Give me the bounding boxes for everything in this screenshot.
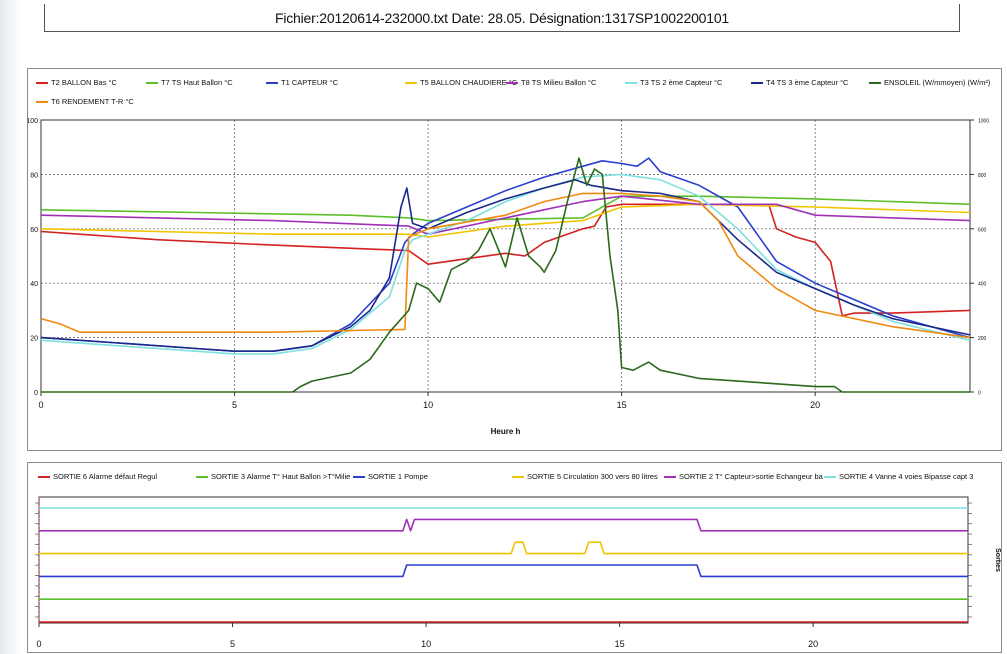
outputs-chart: 05101520SortiesSorties: [35, 496, 1001, 649]
series-line-t8-ts-milieu-ballon-c: [40, 195, 971, 235]
legend-label: ENSOLEIL (W/mmoyen) (W/m²): [884, 78, 991, 87]
legend-label: T7 TS Haut Ballon °C: [161, 78, 233, 87]
x-tick-label: 10: [423, 400, 433, 410]
legend-item-t2-ballon-bas-c: T2 BALLON Bas °C: [36, 78, 117, 87]
series-line-t5-ballon-chaudiere-c: [40, 203, 971, 238]
temperature-chart-panel: T2 BALLON Bas °C T7 TS Haut Ballon °C T1 C…: [27, 68, 1002, 451]
y-tick-label: 80: [30, 172, 38, 179]
legend-item-ensoleil-w-mmoyen-w-m: ENSOLEIL (W/mmoyen) (W/m²): [869, 78, 990, 87]
x-tick-label: 15: [617, 400, 627, 410]
legend-swatch: [625, 81, 637, 84]
legend-swatch: [36, 100, 48, 103]
x-tick-label: 10: [421, 639, 431, 649]
legend-swatch: [266, 81, 278, 84]
legend-label: SORTIE 3 Alarme T° Haut Ballon >T°Milie: [211, 472, 351, 481]
legend-swatch: [196, 475, 208, 478]
temperature-chart: 0 5 10 15 2002040608010002004006008001000Heu…: [28, 118, 989, 436]
legend-swatch: [506, 81, 518, 84]
legend-swatch: [405, 81, 417, 84]
legend-label: T5 BALLON CHAUDIERE °C: [420, 78, 518, 87]
legend-label: SORTIE 6 Alarme défaut Regul: [53, 472, 158, 481]
legend-item-sortie-4-vanne-4-voies-bipasse-capt-3: SORTIE 4 Vanne 4 voies Bipasse capt 3: [824, 472, 973, 481]
legend-item-t7-ts-haut-ballon-c: T7 TS Haut Ballon °C: [146, 78, 233, 87]
x-axis-label: Heure h: [491, 427, 521, 436]
x-tick-label: 5: [232, 400, 237, 410]
x-tick-label: 20: [810, 400, 820, 410]
series-line-sortie-1-pompe: [39, 564, 968, 578]
legend-label: T1 CAPTEUR °C: [281, 78, 339, 87]
legend-item-sortie-6-alarme-d-faut-regul: SORTIE 6 Alarme défaut Regul: [38, 472, 157, 481]
series-line-t1-capteur-c: [40, 157, 971, 353]
legend-item-sortie-3-alarme-t-haut-ballon-t-milie: SORTIE 3 Alarme T° Haut Ballon >T°Milie: [196, 472, 350, 481]
y-tick-label: 100: [28, 118, 38, 125]
legend-label: SORTIE 1 Pompe: [368, 472, 428, 481]
legend-swatch: [824, 475, 836, 478]
series-line-ensoleil-w-mmoyen-w-m: [41, 157, 970, 393]
series-line-t4-ts-3-me-capteur-c: [40, 179, 971, 353]
series-line-t7-ts-haut-ballon-c: [40, 195, 971, 222]
y2-tick-label: 200: [978, 336, 987, 342]
scan-edge: [0, 0, 22, 654]
legend-item-sortie-1-pompe: SORTIE 1 Pompe: [353, 472, 428, 481]
y2-tick-label: 0: [978, 391, 981, 397]
legend-label: T3 TS 2 ème Capteur °C: [640, 78, 723, 87]
legend-item-t5-ballon-chaudiere-c: T5 BALLON CHAUDIERE °C: [405, 78, 517, 87]
y-tick-label: 20: [30, 336, 38, 343]
legend-label: SORTIE 2 T° Capteur>sortie Echangeur ba: [679, 472, 823, 481]
series-line-t6-rendement-t-r-c: [40, 192, 971, 339]
legend-item-sortie-5-circulation-300-vers-80-litres: SORTIE 5 Circulation 300 vers 80 litres: [512, 472, 658, 481]
legend-item-t8-ts-milieu-ballon-c: T8 TS Milieu Ballon °C: [506, 78, 596, 87]
legend-label: T2 BALLON Bas °C: [51, 78, 117, 87]
y-tick-label: 60: [30, 227, 38, 234]
x-tick-label: 5: [230, 639, 235, 649]
plot-area: [40, 119, 971, 393]
legend-swatch: [146, 81, 158, 84]
legend-swatch: [512, 475, 524, 478]
y2-tick-label: 400: [978, 282, 987, 288]
y2-tick-label: 800: [978, 173, 987, 179]
x-tick-label: 0: [36, 639, 41, 649]
legend-item-t4-ts-3-me-capteur-c: T4 TS 3 ème Capteur °C: [751, 78, 848, 87]
x-tick-label: 20: [808, 639, 818, 649]
x-tick-label: 15: [615, 639, 625, 649]
y-tick-label: 40: [30, 281, 38, 288]
legend-swatch: [353, 475, 365, 478]
legend-item-t1-capteur-c: T1 CAPTEUR °C: [266, 78, 338, 87]
series-line-t3-ts-2-me-capteur-c: [40, 173, 971, 355]
legend-swatch: [869, 81, 881, 84]
y2-tick-label: 1000: [978, 119, 989, 125]
legend-swatch: [751, 81, 763, 84]
legend-item-t6-rendement-t-r-c: T6 RENDEMENT T-R °C: [36, 97, 134, 106]
legend-item-t3-ts-2-me-capteur-c: T3 TS 2 ème Capteur °C: [625, 78, 722, 87]
legend-label: T4 TS 3 ème Capteur °C: [766, 78, 849, 87]
legend-item-sortie-2-t-capteur-sortie-echangeur-ba: SORTIE 2 T° Capteur>sortie Echangeur ba: [664, 472, 823, 481]
series-line-sortie-2-t-capteur-sortie-echangeur-ba: [39, 518, 968, 532]
series-line-sortie-5-circulation-300-vers-80-litres: [39, 541, 968, 555]
file-header: Fichier:20120614-232000.txt Date: 28.05.…: [44, 4, 960, 32]
legend-label: SORTIE 5 Circulation 300 vers 80 litres: [527, 472, 658, 481]
outputs-chart-panel: SORTIE 6 Alarme défaut Regul SORTIE 3 Ala…: [27, 462, 1002, 653]
legend-swatch: [38, 475, 50, 478]
legend-label: T6 RENDEMENT T-R °C: [51, 97, 134, 106]
legend-label: SORTIE 4 Vanne 4 voies Bipasse capt 3: [839, 472, 974, 481]
legend-label: T8 TS Milieu Ballon °C: [521, 78, 597, 87]
y2-tick-label: 600: [978, 227, 987, 233]
file-header-text: Fichier:20120614-232000.txt Date: 28.05.…: [275, 10, 729, 26]
x-tick-label: 0: [38, 400, 43, 410]
plot-area: [38, 496, 969, 624]
series-line-t2-ballon-bas-c: [40, 203, 971, 317]
legend-swatch: [664, 475, 676, 478]
y-tick-label: 0: [34, 390, 38, 397]
y2-axis-label: Sorties: [994, 548, 1001, 572]
legend-swatch: [36, 81, 48, 84]
